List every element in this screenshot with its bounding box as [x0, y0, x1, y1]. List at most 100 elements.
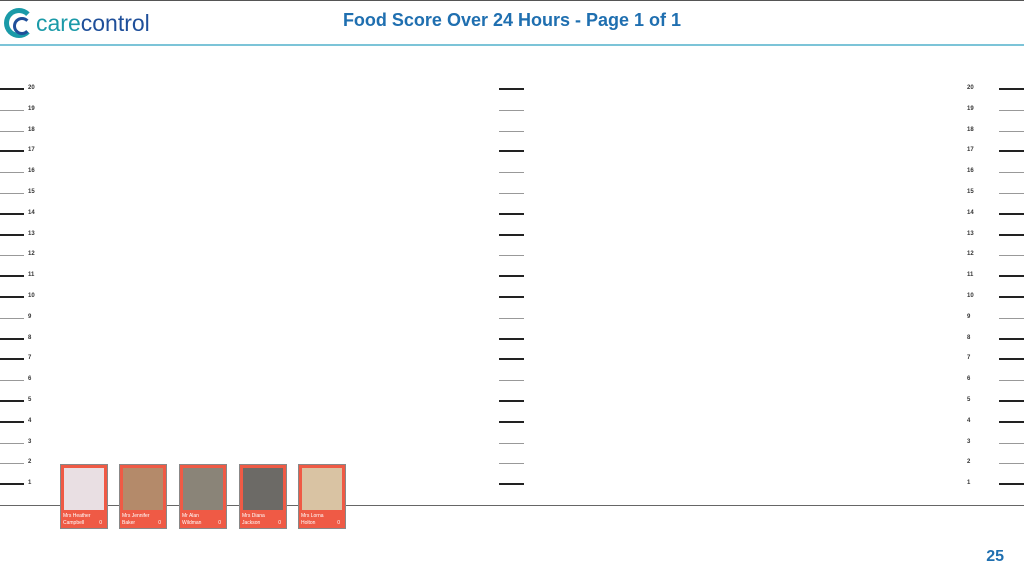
scale-label: 19 [28, 105, 35, 112]
resident-score: 0 [99, 520, 102, 526]
scale-label: 9 [28, 313, 32, 320]
scale-label: 1 [28, 480, 32, 487]
scale-tick [0, 130, 24, 132]
scale-label: 17 [28, 147, 35, 154]
scale-tick [0, 275, 24, 278]
scale-tick [999, 130, 1024, 132]
scale-tick [499, 109, 524, 111]
resident-card[interactable]: Mrs Jennifer Baker 0 [119, 464, 167, 529]
scale-tick [499, 463, 524, 465]
scale-tick [999, 483, 1024, 486]
scale-tick [999, 420, 1024, 423]
resident-card[interactable]: Mr Alan Wildman 0 [179, 464, 227, 529]
scale-label: 3 [28, 438, 32, 445]
resident-card[interactable]: Mrs Heather Campbell 0 [60, 464, 108, 529]
resident-card[interactable]: Mrs Diana Jackson 0 [239, 464, 287, 529]
scale-tick [499, 130, 524, 132]
resident-name: Mrs Lorna Holton [301, 513, 324, 526]
scale-tick [999, 296, 1024, 298]
resident-photo [123, 468, 163, 510]
scale-tick [0, 88, 24, 90]
scale-label: 6 [28, 376, 32, 383]
scale-tick [999, 400, 1024, 402]
resident-name: Mrs Heather Campbell [63, 513, 91, 526]
scale-tick [0, 212, 24, 215]
scale-tick [0, 296, 24, 298]
scale-tick [499, 420, 524, 423]
scale-tick [499, 442, 524, 444]
resident-score: 0 [337, 520, 340, 526]
scale-label: 10 [28, 293, 35, 299]
logo-text-care: care [36, 9, 81, 36]
scale-tick [0, 233, 24, 236]
scale-tick [999, 255, 1024, 257]
scale-tick [499, 483, 524, 486]
scale-tick [999, 212, 1024, 215]
logo-c-icon [4, 8, 34, 38]
top-border [0, 0, 1024, 1]
scale-tick [499, 212, 524, 215]
resident-score: 0 [158, 520, 161, 526]
scale-tick [499, 150, 524, 153]
scale-tick [0, 255, 24, 257]
scale-tick [499, 400, 524, 402]
scale-label: 5 [28, 397, 32, 403]
scale-tick [0, 150, 24, 153]
scale-tick [999, 88, 1024, 90]
scale-tick [999, 193, 1024, 194]
scale-tick [0, 463, 24, 465]
scale-tick [0, 358, 24, 361]
scale-tick [999, 442, 1024, 444]
scale-tick [999, 275, 1024, 278]
scale-label: 10 [967, 293, 974, 299]
resident-card[interactable]: Mrs Lorna Holton 0 [298, 464, 346, 529]
scale-tick [0, 483, 24, 486]
scale-label: 8 [28, 334, 32, 341]
scale-label: 12 [28, 251, 35, 258]
baseline [0, 505, 1024, 506]
scale-label: 4 [28, 417, 32, 424]
scale-label: 17 [967, 147, 974, 154]
logo-text-control: control [80, 9, 150, 36]
scale-label: 16 [28, 168, 35, 175]
scale-tick [0, 442, 24, 444]
scale-label: 7 [967, 355, 971, 362]
scale-label: 8 [967, 334, 971, 341]
resident-photo [64, 468, 104, 510]
scale-tick [499, 317, 524, 319]
scale-tick [499, 193, 524, 194]
resident-score: 0 [218, 520, 221, 526]
scale-label: 12 [967, 251, 974, 258]
resident-name: Mrs Diana Jackson [242, 513, 265, 526]
scale-tick [0, 172, 24, 174]
scale-tick [999, 380, 1024, 382]
scale-label: 9 [967, 313, 971, 320]
page-title: Food Score Over 24 Hours - Page 1 of 1 [342, 10, 682, 30]
carecontrol-logo: care control [4, 2, 150, 44]
scale-label: 4 [967, 417, 971, 424]
scale-label: 13 [967, 230, 974, 237]
scale-label: 16 [967, 168, 974, 175]
scale-label: 2 [967, 459, 971, 466]
scale-label: 6 [967, 376, 971, 383]
scale-label: 11 [28, 272, 35, 279]
scale-tick [999, 172, 1024, 174]
scale-tick [0, 380, 24, 382]
scale-label: 14 [967, 209, 974, 216]
page-number: 25 [986, 548, 1004, 565]
scale-tick [999, 233, 1024, 236]
header-divider [0, 44, 1024, 46]
resident-photo [243, 468, 283, 510]
resident-photo [183, 468, 223, 510]
scale-tick [0, 420, 24, 423]
scale-label: 20 [28, 85, 35, 91]
scale-label: 2 [28, 459, 32, 466]
scale-label: 13 [28, 230, 35, 237]
scale-tick [499, 275, 524, 278]
resident-name: Mrs Jennifer Baker [122, 513, 150, 526]
scale-tick [999, 358, 1024, 361]
scale-label: 7 [28, 355, 32, 362]
scale-tick [999, 150, 1024, 153]
scale-tick [499, 358, 524, 361]
scale-tick [999, 317, 1024, 319]
